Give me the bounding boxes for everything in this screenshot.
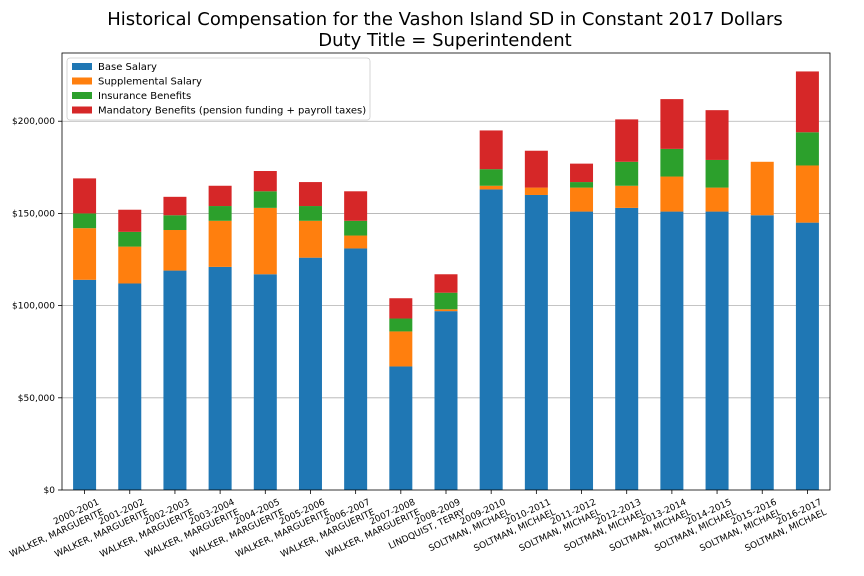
bar-base-15 (750, 215, 774, 490)
bar-mandatory-13 (660, 99, 684, 149)
bar-supplemental-12 (615, 185, 639, 208)
bar-supplemental-11 (570, 187, 594, 212)
bar-insurance-4 (253, 191, 277, 208)
bar-supplemental-9 (479, 185, 503, 190)
bars (73, 71, 819, 491)
bar-base-12 (615, 207, 639, 490)
bar-supplemental-4 (253, 207, 277, 275)
legend-frame (66, 57, 371, 121)
bar-mandatory-2 (163, 196, 187, 216)
bar-base-4 (253, 274, 277, 490)
bar-supplemental-6 (344, 235, 368, 249)
bar-base-14 (705, 211, 729, 490)
legend-swatch (72, 92, 92, 99)
y-tick-label: $100,000 (12, 302, 55, 312)
bar-insurance-8 (434, 292, 458, 310)
bar-insurance-3 (208, 206, 232, 221)
bar-supplemental-7 (389, 331, 413, 367)
legend-swatch (72, 63, 92, 70)
legend-label: Mandatory Benefits (pension funding + pa… (98, 106, 366, 117)
bar-mandatory-7 (389, 298, 413, 319)
chart-title: Historical Compensation for the Vashon I… (107, 9, 783, 30)
bar-insurance-9 (479, 169, 503, 186)
legend-label: Base Salary (98, 62, 157, 73)
y-tick-label: $150,000 (12, 209, 55, 219)
bar-supplemental-0 (73, 228, 97, 280)
bar-supplemental-1 (118, 246, 142, 284)
bar-supplemental-15 (750, 161, 774, 216)
bar-mandatory-10 (524, 150, 548, 188)
legend-label: Supplemental Salary (98, 77, 202, 88)
chart-subtitle: Duty Title = Superintendent (318, 30, 571, 51)
bar-base-6 (344, 248, 368, 490)
bar-insurance-11 (570, 182, 594, 188)
bar-insurance-14 (705, 159, 729, 188)
bar-base-8 (434, 311, 458, 490)
bar-mandatory-4 (253, 171, 277, 192)
bar-insurance-5 (298, 206, 322, 221)
bar-base-0 (73, 279, 97, 490)
bar-insurance-0 (73, 213, 97, 229)
bar-insurance-1 (118, 231, 142, 247)
bar-mandatory-6 (344, 191, 368, 221)
bar-base-16 (795, 222, 819, 490)
bar-supplemental-14 (705, 187, 729, 212)
bar-base-1 (118, 283, 142, 490)
bar-base-7 (389, 366, 413, 490)
bar-mandatory-3 (208, 185, 232, 207)
bar-supplemental-5 (298, 220, 322, 258)
bar-base-2 (163, 270, 187, 490)
y-tick-label: $50,000 (18, 394, 55, 404)
y-tick-label: $200,000 (12, 117, 55, 127)
bar-base-5 (298, 257, 322, 490)
bar-insurance-13 (660, 148, 684, 177)
bar-mandatory-12 (615, 119, 639, 162)
bar-base-10 (524, 194, 548, 491)
bar-supplemental-16 (795, 165, 819, 223)
y-tick-label: $0 (44, 486, 56, 496)
bar-insurance-6 (344, 220, 368, 236)
bar-mandatory-8 (434, 274, 458, 293)
y-axis: $0 $50,000 $100,000 $150,000 $200,000 (12, 117, 62, 496)
bar-base-3 (208, 266, 232, 490)
bar-mandatory-14 (705, 110, 729, 160)
bar-mandatory-1 (118, 209, 142, 232)
legend: Base Salary Supplemental Salary Insurance … (66, 57, 371, 121)
x-axis: 2000-2001WALKER, MARGUERITE2001-2002WALK… (8, 490, 828, 560)
bar-supplemental-8 (434, 309, 458, 312)
bar-mandatory-5 (298, 182, 322, 207)
bar-supplemental-2 (163, 230, 187, 271)
bar-mandatory-9 (479, 130, 503, 170)
legend-label: Insurance Benefits (98, 91, 191, 102)
bar-mandatory-11 (570, 163, 594, 183)
bar-insurance-12 (615, 161, 639, 186)
legend-swatch (72, 77, 92, 85)
bar-mandatory-0 (73, 178, 97, 214)
bar-supplemental-10 (524, 187, 548, 195)
bar-base-11 (570, 211, 594, 490)
bar-supplemental-3 (208, 220, 232, 267)
bar-supplemental-13 (660, 176, 684, 212)
bar-insurance-16 (795, 132, 819, 166)
legend-swatch (72, 106, 92, 114)
bar-base-9 (479, 189, 503, 490)
bar-mandatory-16 (795, 71, 819, 133)
bar-insurance-7 (389, 318, 413, 332)
bar-insurance-2 (163, 215, 187, 231)
bar-base-13 (660, 211, 684, 490)
